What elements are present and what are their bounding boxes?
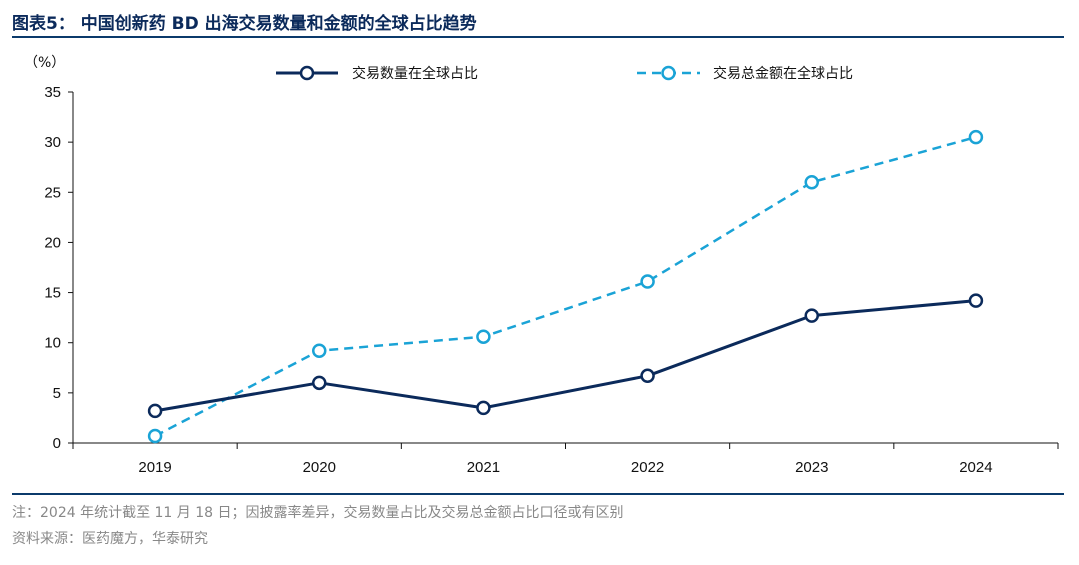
data-point bbox=[147, 428, 163, 444]
series-1 bbox=[147, 293, 984, 419]
data-point bbox=[804, 308, 819, 323]
y-tick-label: 20 bbox=[44, 234, 61, 251]
data-point bbox=[968, 129, 984, 145]
legend-marker bbox=[299, 65, 315, 81]
y-axis-unit: （%） bbox=[24, 55, 65, 71]
series-layer bbox=[147, 129, 984, 444]
x-tick-label: 2023 bbox=[795, 459, 828, 476]
data-point bbox=[640, 368, 655, 384]
x-tick-label: 2019 bbox=[138, 459, 171, 476]
title-rule bbox=[12, 36, 1064, 38]
y-tick-label: 15 bbox=[44, 285, 61, 302]
x-tick-label: 2021 bbox=[467, 459, 500, 476]
x-tick-label: 2020 bbox=[303, 459, 336, 476]
data-point bbox=[640, 274, 655, 289]
data-point bbox=[804, 175, 819, 190]
y-tick-label: 10 bbox=[44, 335, 61, 352]
y-tick-label: 30 bbox=[44, 134, 61, 151]
legend-label: 交易数量在全球占比 bbox=[352, 65, 478, 82]
y-tick-label: 5 bbox=[53, 385, 61, 402]
y-tick-label: 35 bbox=[44, 84, 61, 101]
x-tick-label: 2022 bbox=[631, 459, 664, 476]
y-tick-label: 25 bbox=[44, 184, 61, 201]
data-point bbox=[476, 400, 491, 416]
axes: 0 5 10 15 20 25 30 35 2019 2020 2021 2022 2023 2024 bbox=[44, 84, 1059, 476]
legend-item-1: 交易数量在全球占比 bbox=[276, 65, 478, 82]
y-tick-label: 0 bbox=[53, 435, 61, 452]
legend-label: 交易总金额在全球占比 bbox=[713, 65, 853, 82]
legend: 交易数量在全球占比 交易总金额在全球占比 bbox=[276, 65, 853, 82]
data-point bbox=[312, 375, 327, 391]
data-point bbox=[968, 293, 984, 308]
figure-title: 图表5： 中国创新药 BD 出海交易数量和金额的全球占比趋势 bbox=[12, 14, 477, 34]
footnote: 注：2024 年统计截至 11 月 18 日；因披露率差异，交易数量占比及交易总… bbox=[12, 505, 624, 521]
legend-item-2: 交易总金额在全球占比 bbox=[637, 65, 853, 82]
series-line bbox=[154, 299, 977, 413]
data-point bbox=[147, 403, 163, 419]
x-tick-label: 2024 bbox=[959, 459, 992, 476]
source-note: 资料来源：医药魔方，华泰研究 bbox=[12, 531, 208, 547]
data-point bbox=[476, 329, 491, 344]
legend-marker bbox=[661, 65, 676, 81]
data-point bbox=[312, 343, 327, 358]
series-line bbox=[154, 135, 977, 438]
series-2 bbox=[147, 129, 984, 444]
footer-rule bbox=[12, 493, 1064, 495]
